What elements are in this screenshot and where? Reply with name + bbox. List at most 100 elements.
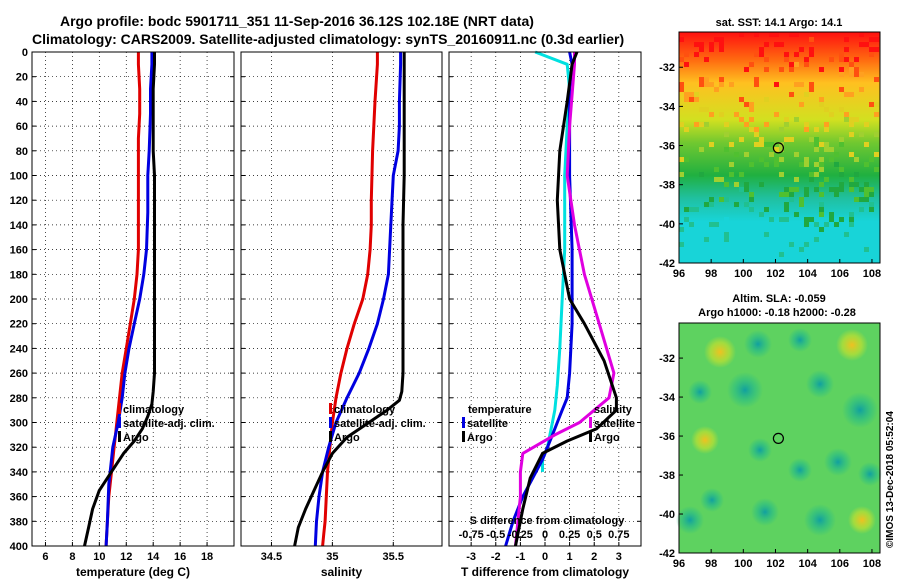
y-tick-label: 360 [10,492,28,504]
s-diff-tick-label: 0.5 [587,529,602,541]
sla-anomaly-blob [688,380,712,404]
sst-pixel [874,77,879,82]
sst-pixel [719,82,724,87]
sst-pixel [854,117,859,122]
sst-pixel [784,202,789,207]
sst-pixel [819,97,824,102]
sst-pixel [809,52,814,57]
sst-pixel [744,67,749,72]
y-tick-label: 260 [10,368,28,380]
sst-pixel [804,222,809,227]
legend-swatch [329,403,332,414]
sst-pixel [679,122,684,127]
sst-pixel [804,242,809,247]
sst-pixel [734,182,739,187]
sla-map-title: Altim. SLA: -0.059 [732,293,826,305]
sst-pixel [784,57,789,62]
sst-pixel [824,142,829,147]
x-tick-label: 16 [174,551,186,563]
sst-pixel [854,172,859,177]
sst-pixel [864,197,869,202]
sst-pixel [804,157,809,162]
sst-pixel [724,237,729,242]
sla-anomaly-blob [727,372,763,408]
sst-pixel [819,207,824,212]
x-tick-label: 12 [120,551,132,563]
sst-pixel [814,147,819,152]
sst-pixel [784,52,789,57]
sst-pixel [789,32,794,37]
profile-panel-difference: -3 -2 -1 0 1 2 3 T difference from climatology t… [448,50,642,579]
sst-pixel [744,187,749,192]
sst-pixel [869,207,874,212]
sla-anomaly-blob [691,426,719,454]
sst-pixel [689,222,694,227]
map-x-tick-label: 104 [798,268,817,280]
sst-pixel [719,197,724,202]
sst-pixel [834,222,839,227]
sst-pixel [799,102,804,107]
sst-pixel [709,242,714,247]
sst-pixel [764,122,769,127]
series-line-argo [83,52,156,547]
sst-pixel [809,37,814,42]
sst-pixel [809,217,814,222]
sst-pixel [724,227,729,232]
sst-pixel [809,177,814,182]
y-tick-label: 160 [10,245,28,257]
x-axis-label: T difference from climatology [461,565,629,579]
sst-pixel [794,252,799,257]
sst-pixel [789,62,794,67]
sst-pixel [834,187,839,192]
sst-pixel [794,62,799,67]
sst-pixel [784,122,789,127]
sst-pixel [869,202,874,207]
sst-pixel [734,152,739,157]
sst-pixel [709,197,714,202]
sst-pixel [874,167,879,172]
sst-pixel [849,217,854,222]
sst-pixel [869,102,874,107]
sst-pixel [869,52,874,57]
sst-pixel [859,237,864,242]
sst-pixel [724,147,729,152]
map-y-tick-label: -32 [659,353,675,365]
sst-pixel [739,257,744,262]
sst-pixel [804,192,809,197]
s-diff-tick-label: 0.25 [559,529,580,541]
sst-pixel [819,102,824,107]
sst-pixel [794,187,799,192]
sst-pixel [759,257,764,262]
sst-pixel [859,227,864,232]
x-tick-label: 14 [147,551,160,563]
sst-pixel [744,122,749,127]
sst-pixel [814,142,819,147]
sst-pixel [754,132,759,137]
y-tick-label: 340 [10,467,28,479]
legend-swatch [118,403,121,414]
x-axis-label: temperature (deg C) [76,565,190,579]
sst-map-frame [678,31,881,264]
sst-pixel [849,187,854,192]
sst-pixel [804,162,809,167]
sst-pixel [694,52,699,57]
sst-pixel [829,212,834,217]
sst-pixel [799,197,804,202]
legend-swatch [118,417,121,428]
sst-pixel [814,187,819,192]
sst-pixel [839,142,844,147]
map-x-tick-label: 98 [705,558,717,570]
sst-pixel [759,47,764,52]
sst-pixel [694,207,699,212]
sst-pixel [724,252,729,257]
sst-pixel [704,77,709,82]
sst-pixel [834,152,839,157]
sst-pixel [779,157,784,162]
x-tick-label: 35.5 [383,551,404,563]
legend-label: Argo [467,432,493,444]
map-x-tick-label: 100 [734,558,752,570]
sst-pixel [844,92,849,97]
x-tick-label: 0 [542,551,548,563]
sst-pixel [739,137,744,142]
sst-pixel [764,207,769,212]
